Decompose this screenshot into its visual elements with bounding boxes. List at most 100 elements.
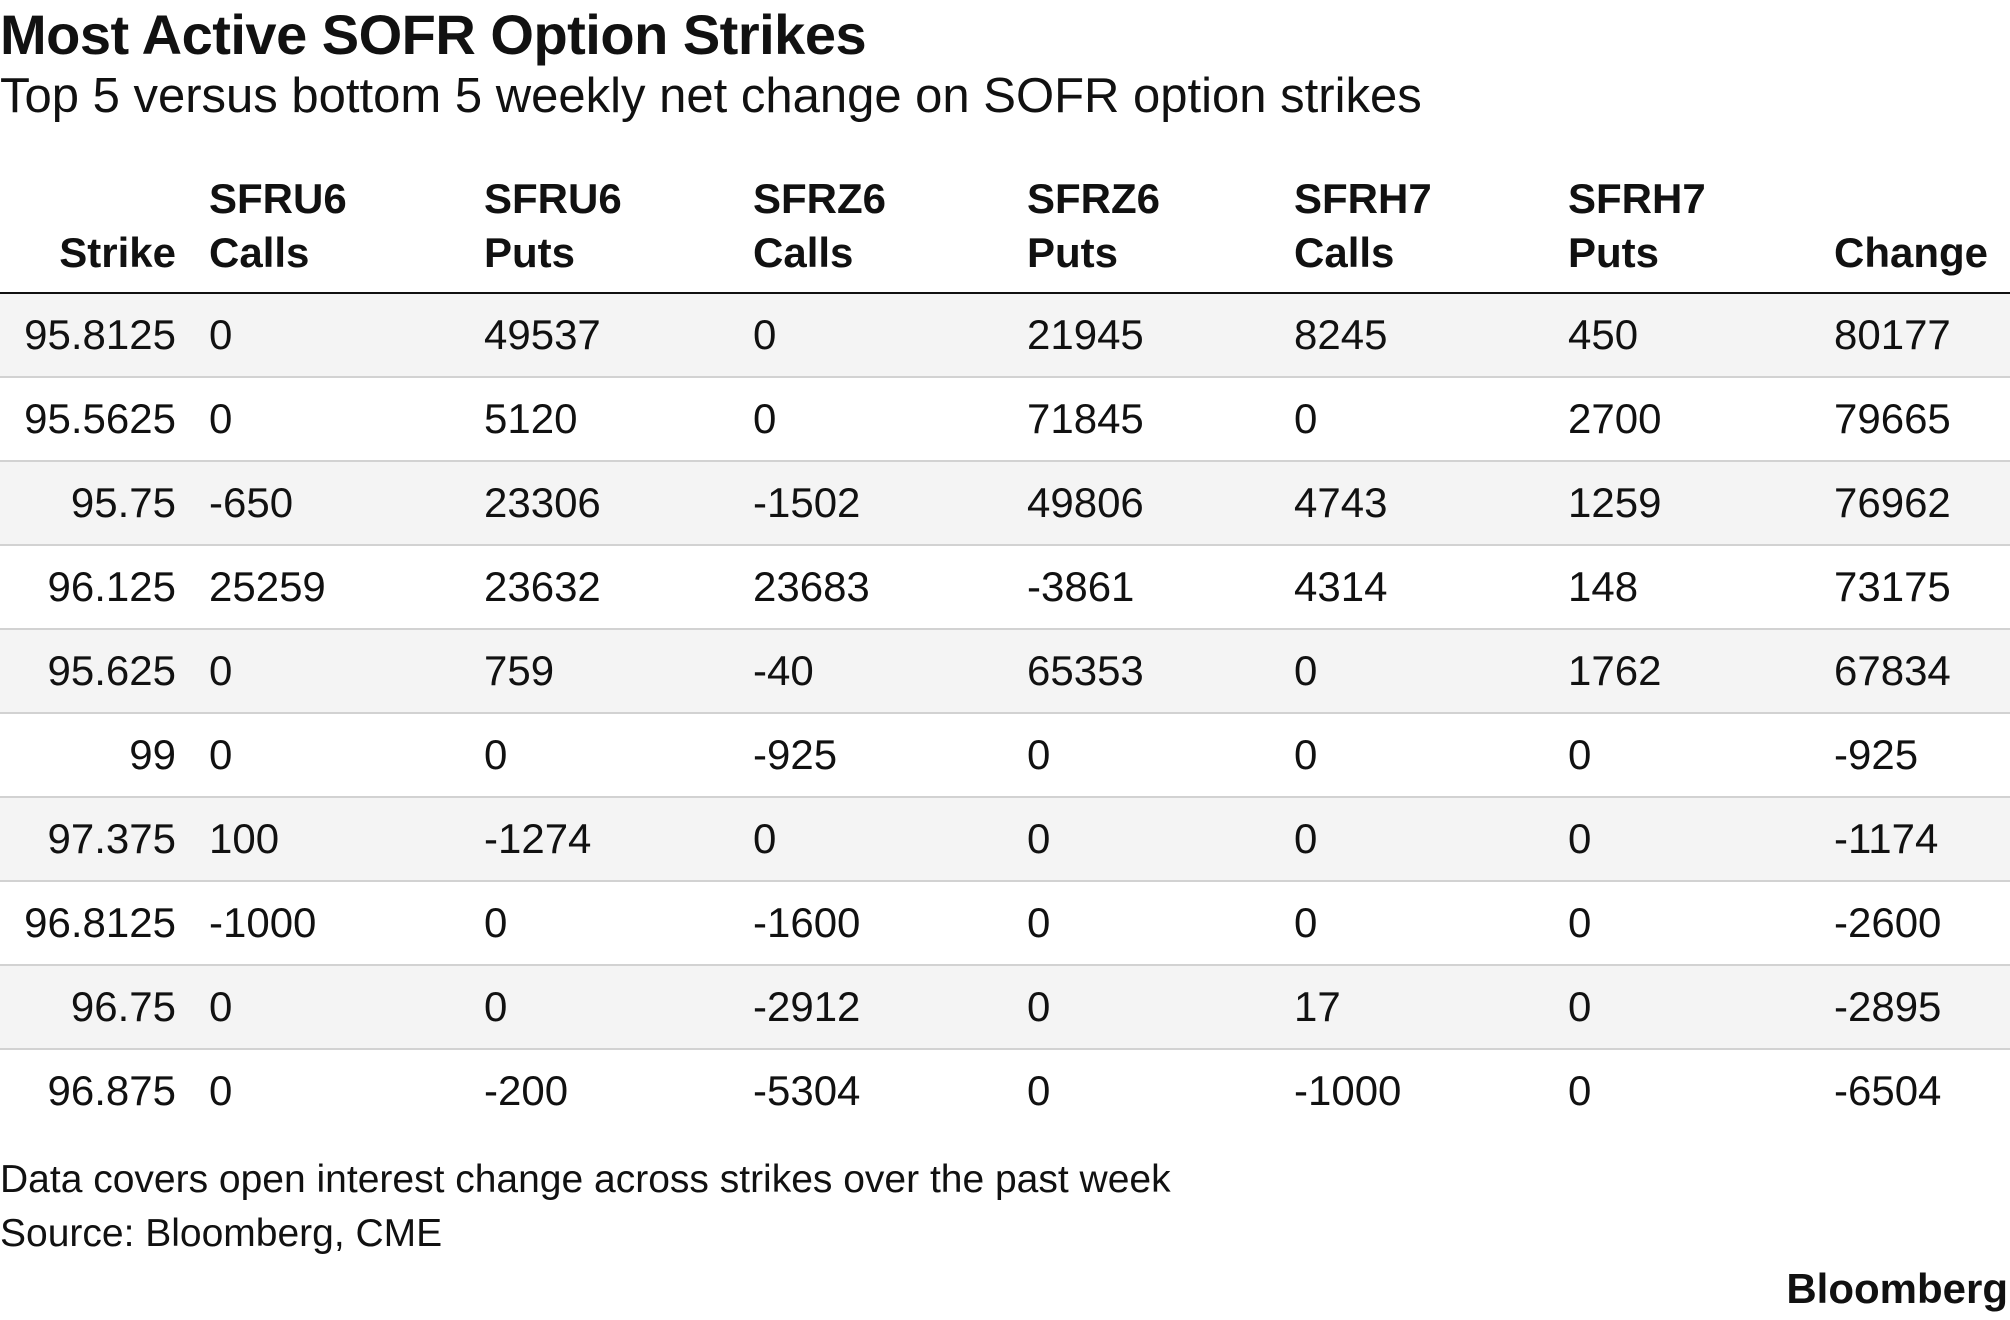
change-cell: -925	[1815, 713, 2010, 798]
table-cell: -1502	[734, 461, 1008, 546]
strike-cell: 96.75	[0, 965, 190, 1050]
table-body: 95.8125 0 49537 0 21945 8245 450 80177 95.5625 0 5…	[0, 293, 2010, 1132]
table-cell: 0	[190, 293, 465, 378]
column-header: SFRZ6 Calls	[734, 172, 1008, 294]
table-cell: 0	[190, 377, 465, 462]
strike-cell: 97.375	[0, 797, 190, 882]
table-cell: 0	[1549, 797, 1815, 882]
table-row: 96.125 25259 23632 23683 -3861 4314 148 73175	[0, 545, 2010, 630]
strike-cell: 95.5625	[0, 377, 190, 462]
change-cell: -2600	[1815, 881, 2010, 966]
column-header: SFRZ6 Puts	[1008, 172, 1275, 294]
table-cell: 0	[1275, 797, 1549, 882]
column-header-label: Strike	[59, 229, 176, 276]
strike-cell: 99	[0, 713, 190, 798]
table-cell: 0	[1275, 629, 1549, 714]
column-header: SFRU6 Puts	[465, 172, 734, 294]
change-cell: 67834	[1815, 629, 2010, 714]
table-cell: 0	[1008, 881, 1275, 966]
table-cell: 1762	[1549, 629, 1815, 714]
table-cell: 0	[465, 881, 734, 966]
column-header-label: Calls	[753, 229, 854, 276]
table-cell: 0	[1549, 965, 1815, 1050]
table-cell: 0	[1275, 713, 1549, 798]
table-row: 99 0 0 -925 0 0 0 -925	[0, 713, 2010, 798]
footnote: Data covers open interest change across …	[0, 1158, 1171, 1201]
table-cell: 0	[1008, 713, 1275, 798]
strike-cell: 95.8125	[0, 293, 190, 378]
table-cell: 17	[1275, 965, 1549, 1050]
table-cell: -925	[734, 713, 1008, 798]
column-header-label: Puts	[484, 229, 576, 276]
table-cell: 0	[1008, 797, 1275, 882]
column-header-label: SFRH7	[1294, 175, 1432, 222]
table-cell: 8245	[1275, 293, 1549, 378]
bloomberg-logo: Bloomberg	[1786, 1265, 2008, 1312]
strike-cell: 96.125	[0, 545, 190, 630]
table-cell: 49806	[1008, 461, 1275, 546]
column-header-label: Puts	[1568, 229, 1660, 276]
table-cell: 23683	[734, 545, 1008, 630]
table-cell: -5304	[734, 1049, 1008, 1132]
table-cell: 0	[465, 713, 734, 798]
table-cell: -200	[465, 1049, 734, 1132]
table-cell: 0	[734, 377, 1008, 462]
column-header-label: SFRU6	[484, 175, 622, 222]
table-cell: 0	[1549, 881, 1815, 966]
table-cell: 0	[1549, 1049, 1815, 1132]
table-cell: 759	[465, 629, 734, 714]
table-cell: -2912	[734, 965, 1008, 1050]
table-row: 96.8125 -1000 0 -1600 0 0 0 -2600	[0, 881, 2010, 966]
column-header-label: Change	[1834, 229, 1989, 276]
chart-title: Most Active SOFR Option Strikes	[0, 3, 867, 66]
table-cell: 4743	[1275, 461, 1549, 546]
column-header-label: SFRH7	[1568, 175, 1706, 222]
column-header: Change	[1815, 172, 2010, 294]
strike-cell: 95.625	[0, 629, 190, 714]
column-header-label: SFRZ6	[1027, 175, 1161, 222]
column-header-label: SFRZ6	[753, 175, 887, 222]
table-cell: 2700	[1549, 377, 1815, 462]
change-cell: -6504	[1815, 1049, 2010, 1132]
table-row: 95.75 -650 23306 -1502 49806 4743 1259 76962	[0, 461, 2010, 546]
table-cell: 23632	[465, 545, 734, 630]
table-cell: 148	[1549, 545, 1815, 630]
table-cell: 100	[190, 797, 465, 882]
table-header-row: Strike SFRU6 Calls SFRU6 Puts SFRZ6 Calls SFRZ6…	[0, 172, 2010, 294]
table-cell: 0	[190, 1049, 465, 1132]
table-cell: -40	[734, 629, 1008, 714]
table-cell: -1600	[734, 881, 1008, 966]
table-row: 96.75 0 0 -2912 0 17 0 -2895	[0, 965, 2010, 1050]
column-header-label: Calls	[1294, 229, 1395, 276]
table-cell: 450	[1549, 293, 1815, 378]
table-cell: 21945	[1008, 293, 1275, 378]
column-header: SFRH7 Puts	[1549, 172, 1815, 294]
table-cell: -1000	[1275, 1049, 1549, 1132]
table-cell: 0	[190, 629, 465, 714]
table-row: 96.875 0 -200 -5304 0 -1000 0 -6504	[0, 1049, 2010, 1132]
change-cell: 80177	[1815, 293, 2010, 378]
table-row: 95.625 0 759 -40 65353 0 1762 67834	[0, 629, 2010, 714]
table-cell: -3861	[1008, 545, 1275, 630]
table-cell: 23306	[465, 461, 734, 546]
column-header-label: SFRU6	[209, 175, 347, 222]
table-cell: 0	[465, 965, 734, 1050]
change-cell: 73175	[1815, 545, 2010, 630]
table-row: 97.375 100 -1274 0 0 0 0 -1174	[0, 797, 2010, 882]
table-cell: 65353	[1008, 629, 1275, 714]
table-cell: -650	[190, 461, 465, 546]
change-cell: -2895	[1815, 965, 2010, 1050]
table-cell: 0	[734, 797, 1008, 882]
table-cell: 0	[1275, 881, 1549, 966]
table-cell: 0	[1275, 377, 1549, 462]
table-cell: 0	[190, 713, 465, 798]
strike-cell: 96.875	[0, 1049, 190, 1132]
strike-cell: 96.8125	[0, 881, 190, 966]
column-header: SFRU6 Calls	[190, 172, 465, 294]
table-cell: 0	[734, 293, 1008, 378]
table-cell: 0	[1549, 713, 1815, 798]
table-cell: 49537	[465, 293, 734, 378]
change-cell: 79665	[1815, 377, 2010, 462]
table-cell: 71845	[1008, 377, 1275, 462]
table-cell: 0	[190, 965, 465, 1050]
